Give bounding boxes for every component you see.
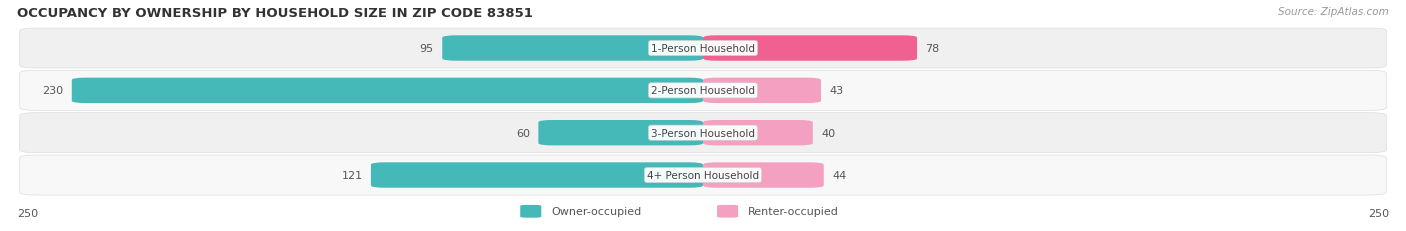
FancyBboxPatch shape (717, 205, 738, 218)
FancyBboxPatch shape (20, 71, 1386, 111)
Text: Owner-occupied: Owner-occupied (551, 206, 641, 216)
Text: 121: 121 (342, 170, 363, 180)
Text: 2-Person Household: 2-Person Household (651, 86, 755, 96)
Text: 95: 95 (420, 44, 434, 54)
FancyBboxPatch shape (371, 163, 703, 188)
Text: 230: 230 (42, 86, 63, 96)
FancyBboxPatch shape (703, 78, 821, 103)
FancyBboxPatch shape (703, 163, 824, 188)
Text: Source: ZipAtlas.com: Source: ZipAtlas.com (1278, 7, 1389, 17)
FancyBboxPatch shape (20, 113, 1386, 153)
Text: OCCUPANCY BY OWNERSHIP BY HOUSEHOLD SIZE IN ZIP CODE 83851: OCCUPANCY BY OWNERSHIP BY HOUSEHOLD SIZE… (17, 7, 533, 20)
FancyBboxPatch shape (20, 155, 1386, 195)
FancyBboxPatch shape (538, 121, 703, 146)
FancyBboxPatch shape (20, 29, 1386, 69)
Text: 250: 250 (17, 208, 38, 218)
Text: 1-Person Household: 1-Person Household (651, 44, 755, 54)
Text: 3-Person Household: 3-Person Household (651, 128, 755, 138)
Text: 4+ Person Household: 4+ Person Household (647, 170, 759, 180)
FancyBboxPatch shape (703, 121, 813, 146)
FancyBboxPatch shape (72, 78, 703, 103)
FancyBboxPatch shape (443, 36, 703, 61)
Text: 43: 43 (830, 86, 844, 96)
Text: 250: 250 (1368, 208, 1389, 218)
Text: Renter-occupied: Renter-occupied (748, 206, 839, 216)
Text: 44: 44 (832, 170, 846, 180)
FancyBboxPatch shape (703, 36, 917, 61)
Text: 60: 60 (516, 128, 530, 138)
Text: 40: 40 (821, 128, 835, 138)
FancyBboxPatch shape (520, 205, 541, 218)
Text: 78: 78 (925, 44, 939, 54)
